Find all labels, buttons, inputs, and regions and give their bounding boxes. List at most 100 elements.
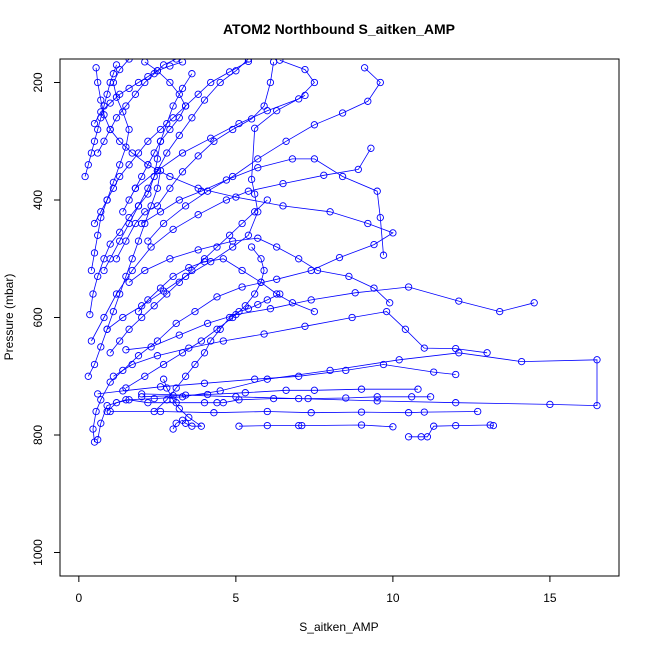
data-point bbox=[144, 237, 152, 245]
series-line bbox=[408, 424, 494, 438]
data-point bbox=[84, 372, 92, 380]
y-axis: 200 400 600 800 1000 bbox=[31, 72, 60, 566]
data-point bbox=[122, 384, 130, 392]
data-point bbox=[423, 433, 432, 441]
data-point bbox=[81, 172, 89, 181]
series-line bbox=[113, 311, 488, 377]
data-point bbox=[295, 372, 303, 380]
data-point bbox=[106, 99, 114, 107]
data-point bbox=[109, 70, 118, 78]
data-point bbox=[273, 290, 281, 298]
data-point bbox=[489, 421, 498, 430]
data-point bbox=[147, 343, 155, 351]
data-point bbox=[94, 272, 102, 281]
data-point bbox=[373, 393, 381, 401]
data-point bbox=[194, 211, 202, 219]
data-point bbox=[247, 243, 256, 251]
data-point bbox=[426, 393, 435, 401]
data-point bbox=[87, 266, 96, 275]
data-point bbox=[94, 231, 102, 239]
data-point bbox=[185, 263, 193, 272]
data-point bbox=[128, 255, 136, 263]
data-point bbox=[134, 352, 143, 360]
data-point bbox=[338, 109, 347, 117]
data-point bbox=[144, 161, 152, 169]
data-point bbox=[251, 124, 259, 132]
data-point bbox=[100, 137, 108, 145]
data-point bbox=[150, 394, 158, 403]
data-point bbox=[222, 196, 231, 204]
data-point bbox=[141, 266, 149, 275]
data-point bbox=[282, 137, 290, 145]
data-point bbox=[203, 319, 212, 328]
data-point bbox=[92, 64, 100, 72]
data-point bbox=[90, 219, 99, 228]
data-point bbox=[210, 409, 218, 417]
data-point bbox=[147, 243, 155, 251]
data-point bbox=[364, 97, 372, 105]
series-27 bbox=[84, 166, 165, 380]
data-point bbox=[282, 386, 290, 394]
data-point bbox=[364, 219, 372, 228]
data-point bbox=[301, 322, 309, 330]
series-15 bbox=[125, 234, 394, 307]
data-point bbox=[257, 255, 265, 263]
data-point bbox=[169, 225, 177, 234]
data-point bbox=[326, 366, 334, 375]
series-line bbox=[110, 411, 478, 414]
data-point bbox=[408, 393, 416, 401]
data-point bbox=[254, 164, 262, 172]
data-point bbox=[112, 399, 121, 407]
data-point bbox=[175, 196, 183, 204]
data-point bbox=[295, 255, 303, 263]
data-point bbox=[166, 172, 174, 181]
data-point bbox=[200, 379, 209, 387]
data-point bbox=[452, 399, 460, 407]
data-point bbox=[395, 356, 403, 364]
data-point bbox=[210, 137, 218, 145]
x-tick-label: 5 bbox=[233, 591, 240, 605]
data-point bbox=[166, 255, 174, 263]
data-point bbox=[517, 357, 526, 366]
data-point bbox=[84, 161, 92, 169]
data-point bbox=[87, 337, 96, 345]
data-point bbox=[128, 266, 136, 275]
data-point bbox=[169, 102, 177, 110]
data-point bbox=[593, 401, 601, 410]
data-point bbox=[370, 240, 378, 249]
data-point bbox=[141, 59, 149, 66]
data-point bbox=[138, 313, 146, 322]
data-point bbox=[116, 290, 124, 298]
data-point bbox=[100, 313, 108, 322]
series-line bbox=[97, 352, 598, 440]
data-point bbox=[106, 240, 114, 248]
data-point bbox=[216, 325, 224, 333]
data-point bbox=[452, 344, 460, 353]
data-point bbox=[263, 421, 271, 430]
data-point bbox=[269, 394, 278, 403]
data-point bbox=[175, 278, 183, 286]
data-point bbox=[175, 90, 183, 98]
data-point bbox=[382, 307, 391, 316]
data-point bbox=[254, 300, 262, 309]
data-point bbox=[263, 196, 271, 204]
data-point bbox=[103, 401, 111, 410]
series-line bbox=[153, 293, 280, 412]
data-point bbox=[266, 305, 275, 313]
data-point bbox=[125, 125, 133, 134]
y-axis-label: Pressure (mbar) bbox=[2, 274, 16, 361]
data-point bbox=[144, 137, 152, 145]
data-point bbox=[200, 399, 209, 407]
data-point bbox=[483, 349, 491, 357]
data-point bbox=[185, 344, 193, 352]
series-8 bbox=[144, 64, 384, 245]
data-point bbox=[109, 372, 118, 380]
data-point bbox=[376, 213, 384, 222]
data-point bbox=[269, 59, 278, 66]
data-point bbox=[144, 296, 152, 304]
y-tick-label: 600 bbox=[31, 307, 45, 327]
data-point bbox=[301, 65, 309, 74]
series-23 bbox=[159, 375, 205, 433]
data-point bbox=[150, 407, 158, 416]
series-line bbox=[106, 95, 306, 330]
